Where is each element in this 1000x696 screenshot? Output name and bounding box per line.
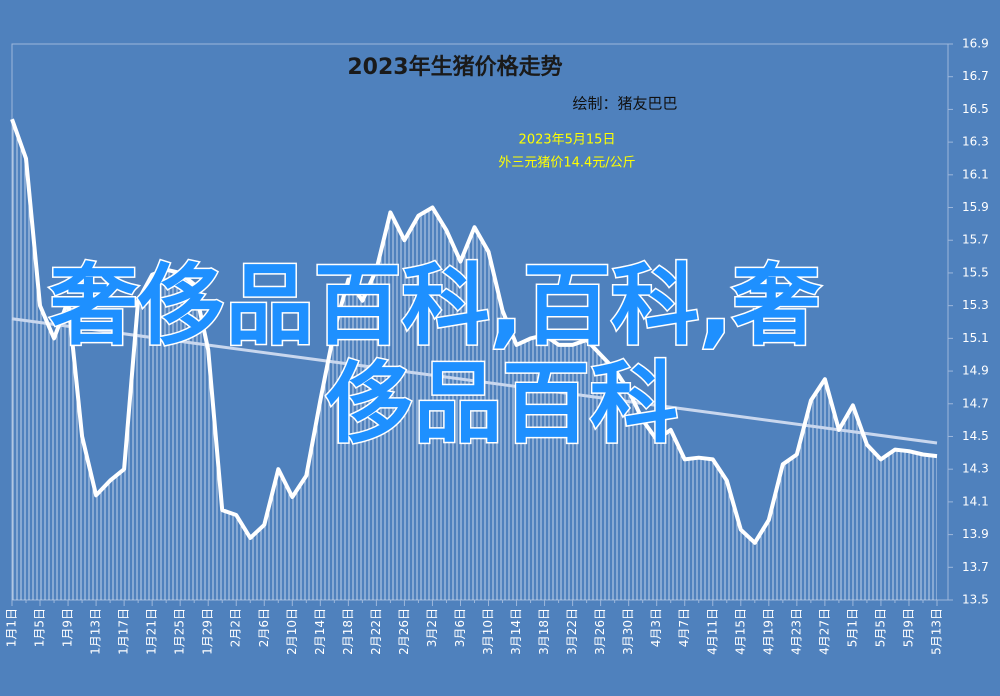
- price-line: [10, 118, 938, 545]
- y-tick-label: 13.9: [962, 527, 989, 541]
- x-tick-label: 4月11日: [705, 608, 719, 655]
- x-tick-label: 3月18日: [537, 608, 551, 655]
- y-tick-label: 15.7: [962, 233, 989, 247]
- watermark: 侈品百科: [326, 352, 678, 455]
- x-tick-label: 4月7日: [677, 608, 691, 647]
- x-tick-label: 1月17日: [117, 608, 131, 655]
- x-tick-label: 2月6日: [257, 608, 271, 647]
- x-tick-label: 5月13日: [930, 608, 944, 655]
- y-tick-label: 13.7: [962, 560, 989, 574]
- x-tick-label: 3月22日: [565, 608, 579, 655]
- y-tick-label: 15.5: [962, 265, 989, 279]
- annotation: 2023年5月15日: [519, 133, 616, 148]
- x-tick-label: 5月9日: [901, 608, 915, 647]
- y-tick-label: 15.9: [962, 200, 989, 214]
- x-tick-label: 1月21日: [145, 608, 159, 655]
- y-tick-label: 13.5: [962, 593, 989, 607]
- y-tick-label: 16.9: [962, 37, 989, 51]
- watermark: 奢侈品百科,百科,奢: [50, 254, 822, 357]
- y-tick-label: 15.1: [962, 331, 989, 345]
- y-tick-label: 14.5: [962, 429, 989, 443]
- y-tick-label: 14.3: [962, 462, 989, 476]
- trendline: [11, 317, 938, 445]
- x-tick-label: 2月14日: [313, 608, 327, 655]
- x-tick-label: 3月10日: [481, 608, 495, 655]
- annotation: 外三元猪价14.4元/公斤: [498, 156, 635, 171]
- x-tick-label: 1月5日: [33, 608, 47, 647]
- y-tick-label: 16.3: [962, 135, 989, 149]
- y-tick-label: 14.9: [962, 364, 989, 378]
- x-tick-label: 2月18日: [341, 608, 355, 655]
- y-tick-label: 16.7: [962, 69, 989, 83]
- y-tick-label: 16.5: [962, 102, 989, 116]
- x-tick-label: 2月10日: [285, 608, 299, 655]
- x-tick-label: 1月13日: [89, 608, 103, 655]
- x-tick-label: 4月27日: [817, 608, 831, 655]
- x-tick-label: 3月30日: [621, 608, 635, 655]
- y-tick-label: 14.7: [962, 396, 989, 410]
- y-tick-label: 16.1: [962, 167, 989, 181]
- x-tick-label: 4月23日: [789, 608, 803, 655]
- chart-subtitle: 绘制：猪友巴巴: [572, 95, 677, 113]
- x-tick-label: 3月26日: [593, 608, 607, 655]
- x-tick-label: 4月15日: [733, 608, 747, 655]
- x-tick-label: 3月2日: [425, 608, 439, 647]
- chart-title: 2023年生猪价格走势: [347, 54, 562, 80]
- x-tick-label: 1月29日: [201, 608, 215, 655]
- area: [12, 119, 937, 600]
- y-tick-label: 15.3: [962, 298, 989, 312]
- x-tick-label: 3月6日: [453, 608, 467, 647]
- x-tick-label: 3月14日: [509, 608, 523, 655]
- x-tick-label: 5月5日: [873, 608, 887, 647]
- x-tick-label: 2月22日: [369, 608, 383, 655]
- x-tick-label: 5月1日: [845, 608, 859, 647]
- x-tick-label: 4月19日: [761, 608, 775, 655]
- x-tick-label: 1月9日: [61, 608, 75, 647]
- x-tick-label: 1月1日: [5, 608, 19, 647]
- x-tick-label: 2月2日: [229, 608, 243, 647]
- x-tick-label: 2月26日: [397, 608, 411, 655]
- x-tick-label: 4月3日: [649, 608, 663, 647]
- y-tick-label: 14.1: [962, 494, 989, 508]
- x-tick-label: 1月25日: [173, 608, 187, 655]
